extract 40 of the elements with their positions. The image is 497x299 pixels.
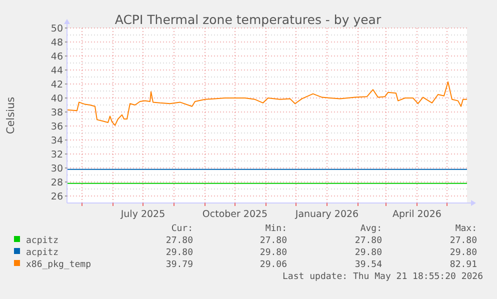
- legend-label: x86_pkg_temp: [26, 260, 92, 270]
- text: 29.80: [354, 248, 382, 258]
- y-axis-title: Celsius: [5, 96, 17, 134]
- text: 27.80: [260, 236, 287, 246]
- text: Min:: [265, 224, 287, 234]
- legend-label: acpitz: [26, 236, 59, 246]
- y-tick-label: 26: [50, 191, 63, 202]
- text: 82.91: [450, 260, 477, 270]
- text: Last update: Thu May 21 18:55:20 2026: [282, 272, 483, 282]
- y-tick-label: 30: [50, 163, 63, 174]
- text: 27.80: [450, 236, 477, 246]
- text: 39.54: [354, 260, 382, 270]
- text: 27.80: [166, 236, 193, 246]
- y-tick-label: 44: [50, 65, 63, 76]
- x-tick-label: April 2026: [392, 209, 442, 220]
- text: 29.80: [166, 248, 193, 258]
- legend-label: acpitz: [26, 248, 59, 258]
- x-tick-label: January 2026: [294, 209, 359, 220]
- y-tick-label: 32: [50, 149, 63, 160]
- y-tick-label: 34: [50, 135, 63, 146]
- y-tick-label: 38: [50, 107, 63, 118]
- y-tick-label: 42: [50, 79, 63, 90]
- x-tick-label: July 2025: [120, 209, 166, 220]
- y-tick-label: 28: [50, 177, 63, 188]
- y-tick-label: 40: [50, 93, 63, 104]
- x-tick-label: October 2025: [202, 209, 268, 220]
- text: 29.06: [260, 260, 287, 270]
- y-tick-label: 50: [50, 23, 63, 34]
- text: Avg:: [360, 224, 382, 234]
- text: Cur:: [171, 224, 193, 234]
- text: 27.80: [354, 236, 382, 246]
- line-series: [66, 81, 468, 126]
- y-tick-label: 48: [50, 37, 63, 48]
- text: 39.79: [166, 260, 193, 270]
- y-tick-label: 36: [50, 121, 63, 132]
- text: 29.80: [450, 248, 477, 258]
- chart-title: ACPI Thermal zone temperatures - by year: [114, 12, 382, 27]
- text: 29.80: [260, 248, 287, 258]
- y-tick-label: 46: [50, 51, 63, 62]
- text: Max:: [455, 224, 477, 234]
